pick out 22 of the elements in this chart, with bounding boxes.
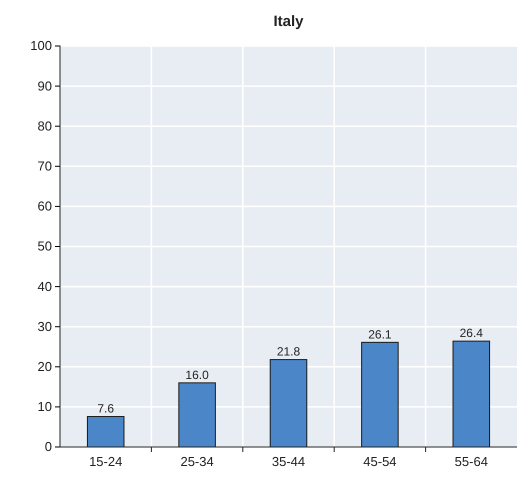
y-tick-label: 100 bbox=[30, 38, 52, 54]
data-label: 16.0 bbox=[185, 368, 210, 382]
y-tick-label: 30 bbox=[38, 318, 52, 334]
data-label: 26.1 bbox=[368, 327, 392, 342]
y-tick-label: 20 bbox=[38, 358, 52, 374]
x-tick-label: 35-44 bbox=[272, 454, 306, 470]
x-tick-label: 55-64 bbox=[454, 454, 488, 470]
y-tick-label: 40 bbox=[38, 278, 52, 294]
y-tick-label: 80 bbox=[38, 118, 52, 134]
y-tick-label: 90 bbox=[38, 78, 52, 94]
chart-title: Italy bbox=[273, 13, 304, 30]
data-label: 26.4 bbox=[460, 326, 484, 340]
x-tick-label: 25-34 bbox=[180, 454, 214, 470]
y-tick-label: 60 bbox=[38, 198, 52, 214]
y-tick-label: 70 bbox=[38, 158, 52, 174]
x-tick-label: 45-54 bbox=[363, 454, 397, 470]
data-label: 21.8 bbox=[276, 344, 300, 359]
x-tick-label: 15-24 bbox=[89, 454, 122, 470]
y-tick-label: 50 bbox=[38, 238, 52, 254]
data-label: 7.6 bbox=[97, 402, 114, 416]
y-tick-label: 10 bbox=[38, 399, 52, 414]
y-tick-label: 0 bbox=[44, 439, 52, 454]
